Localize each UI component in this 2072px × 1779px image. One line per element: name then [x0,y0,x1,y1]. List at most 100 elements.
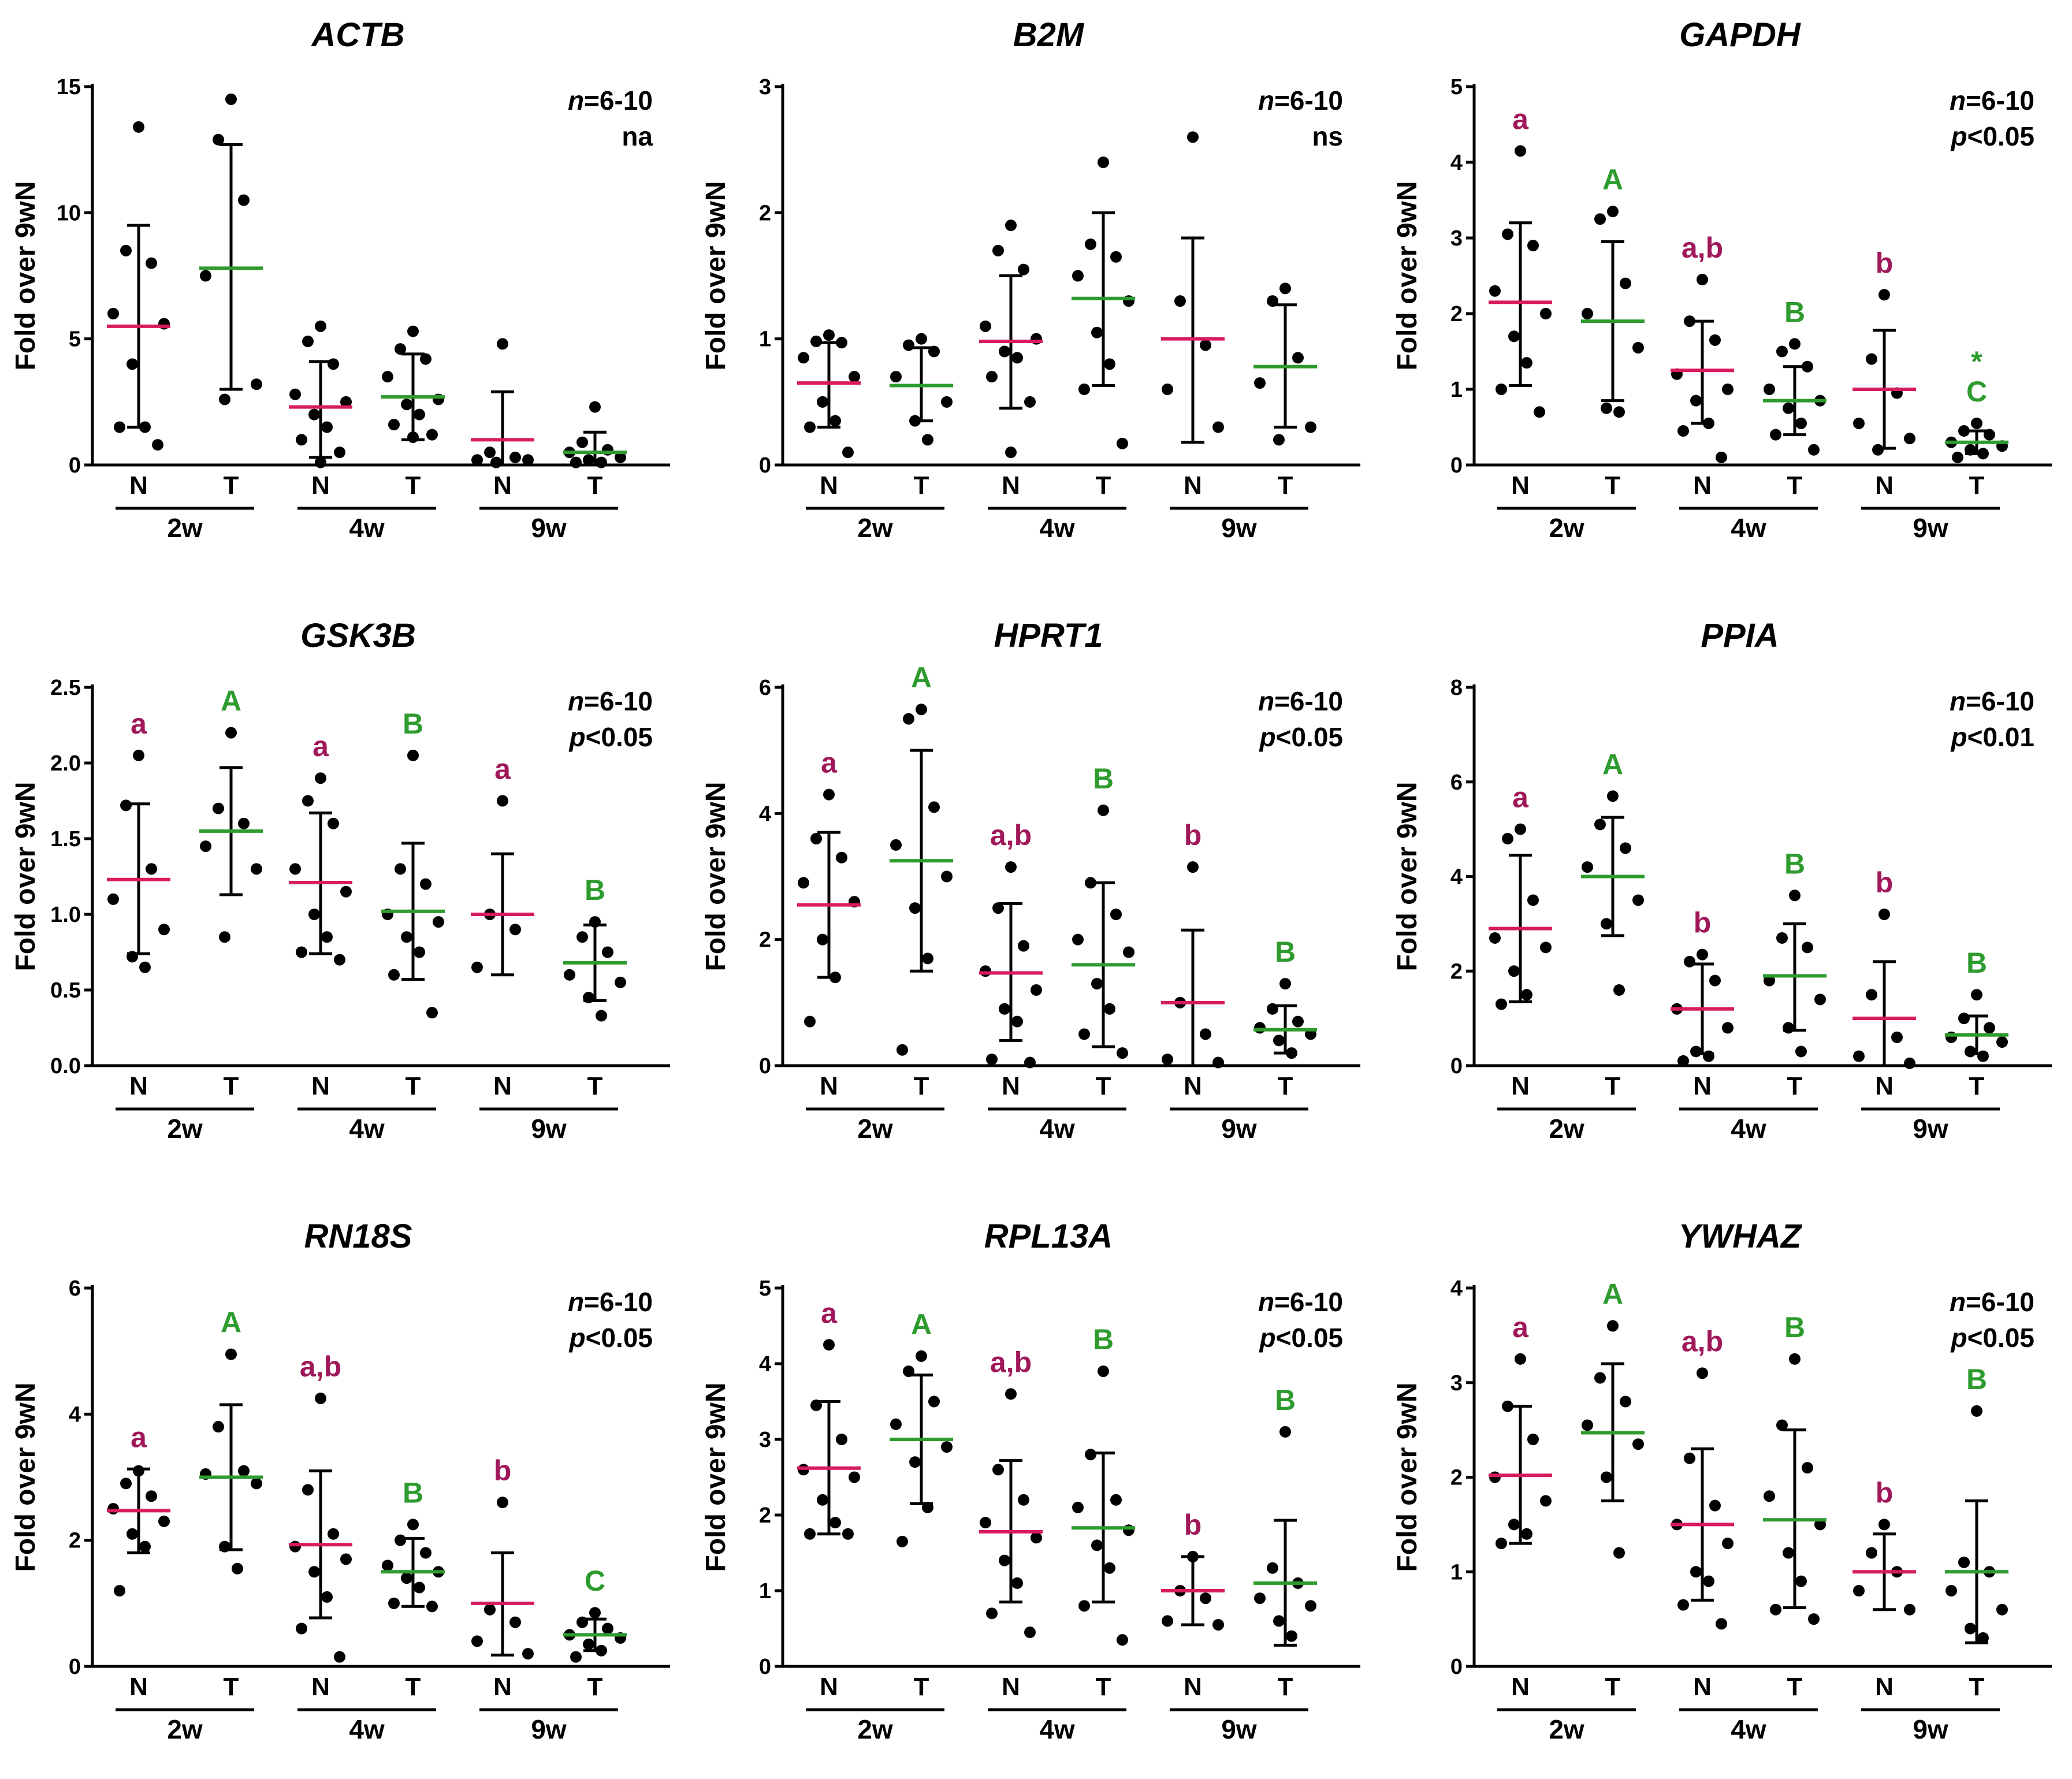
x-tick-label: N [1875,471,1894,500]
data-point [909,1456,921,1468]
data-point [1764,974,1775,987]
data-point [1110,251,1122,263]
data-point [1117,437,1128,449]
data-point [1540,308,1552,319]
data-point [1878,909,1890,920]
x-tick-label: T [587,1072,603,1100]
x-tick-label: T [914,1072,929,1100]
data-point [1279,978,1291,990]
data-point [401,1572,412,1584]
data-point [1965,1045,1976,1058]
x-tick-label: T [587,471,603,500]
data-point [328,358,339,370]
data-point [200,270,211,282]
group-2w-N: a [797,747,861,1028]
data-point [497,338,508,350]
x-tick-label: N [1002,471,1020,500]
y-tick-label: 3 [1450,226,1463,251]
y-axis-label: Fold over 9wN [1392,781,1423,971]
data-point [1684,1452,1695,1464]
data-point [1267,1562,1278,1574]
data-point [289,1540,301,1553]
data-point [1187,131,1199,143]
data-point [576,436,588,448]
significance-letter: A [221,1307,241,1339]
data-point [836,851,847,864]
y-tick-label: 4 [759,802,771,826]
x-tick-label: T [1605,1072,1621,1100]
data-point [980,320,991,332]
data-point [1496,998,1507,1010]
data-point [1722,384,1734,395]
y-axis-label: Fold over 9wN [701,181,731,370]
significance-letter: B [1275,1384,1296,1416]
data-point [1098,157,1109,168]
data-point [817,396,828,408]
week-label: 4w [349,513,385,543]
data-point [1267,295,1278,307]
group-2w-N: a [107,708,170,973]
data-point [1123,946,1134,958]
x-tick-label: T [406,1673,421,1701]
group-9w-T: * C [1945,345,2008,463]
data-point [1024,396,1036,408]
group-2w-T [199,93,263,405]
data-point [922,952,933,965]
data-point [1534,406,1545,418]
significance-letter: B [1966,1363,1987,1395]
data-point [804,1015,816,1028]
panel-rpl13a: RPL13A Fold over 9wN 0 1 2 3 4 5 n=6-10 p<0.05 a N A… [690,1201,1381,1779]
data-point [340,1553,352,1565]
group-4w-N: a,b [289,1350,352,1663]
data-point [1273,434,1285,446]
data-point [1508,330,1520,343]
data-point [1098,1365,1109,1378]
y-tick-label: 0 [759,1054,771,1078]
data-point [426,1007,438,1019]
data-point [1958,1013,1970,1025]
data-point [909,902,921,914]
y-tick-label: 1.5 [50,827,81,851]
chart-title: YWHAZ [1679,1218,1803,1255]
data-point [1011,352,1023,364]
data-point [992,902,1004,914]
data-point [896,1044,908,1056]
y-axis-label: Fold over 9wN [10,1382,41,1572]
data-point [1853,1050,1865,1062]
data-point [1904,1057,1915,1069]
data-point [916,704,927,716]
data-point [340,885,352,898]
data-point [1005,861,1017,873]
week-label: 2w [1549,513,1584,543]
data-point [107,893,119,905]
data-point [1789,338,1801,350]
stat-p: p<0.05 [1950,121,2034,151]
significance-letter: a,b [990,1346,1032,1378]
x-tick-label: T [587,1673,603,1701]
week-label: 2w [167,1114,203,1144]
y-tick-label: 5 [759,1276,771,1301]
data-point [1292,1015,1304,1028]
data-point [213,802,224,814]
data-point [1677,1599,1689,1611]
group-9w-N: b [1852,1476,1916,1616]
data-point [1808,444,1820,456]
data-point [1601,918,1612,930]
group-2w-T [890,333,953,446]
y-tick-label: 1 [1450,378,1463,402]
x-tick-label: N [1184,1072,1202,1100]
data-point [497,1497,508,1509]
stat-p: na [622,121,653,151]
data-point [804,421,816,433]
data-point [1684,315,1695,327]
data-point [986,1054,998,1066]
data-point [238,817,250,829]
y-axis-label: Fold over 9wN [1392,181,1423,370]
data-point [1977,448,1989,460]
chart-title: RN18S [304,1218,412,1255]
data-point [570,1651,582,1663]
data-point [251,378,262,390]
data-point [497,795,508,807]
data-point [1776,345,1788,358]
data-point [1489,1471,1501,1483]
